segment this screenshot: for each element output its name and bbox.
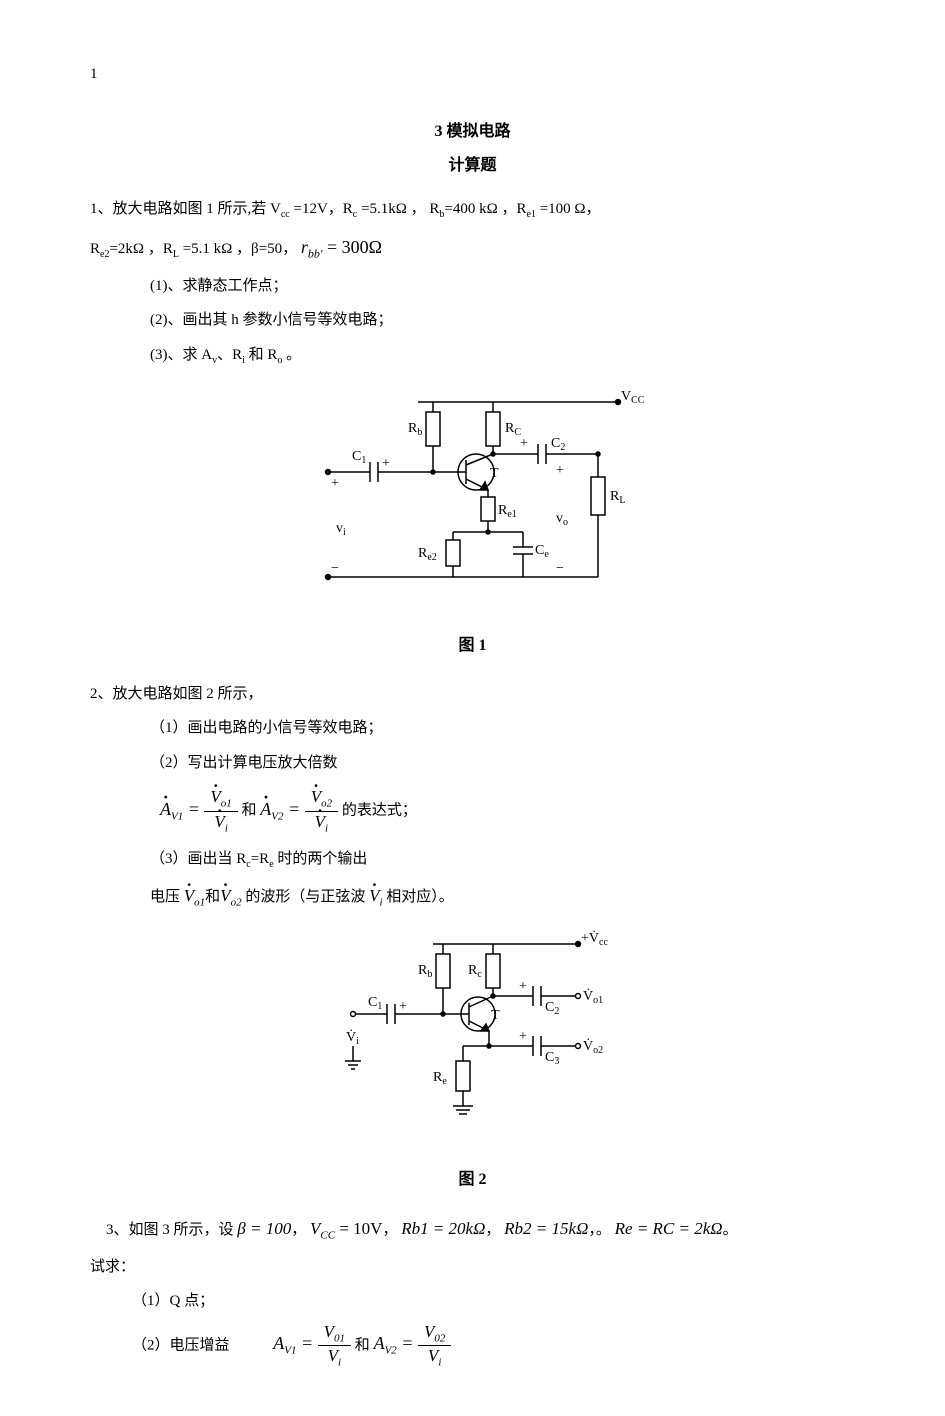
- q1-text: =12V，R: [290, 201, 353, 217]
- q2-stem: 2、放大电路如图 2 所示，: [90, 680, 855, 709]
- label-c2: C2: [551, 436, 565, 453]
- label-vo: vo: [556, 511, 568, 528]
- label-rb: Rb: [408, 421, 422, 438]
- q2-equation: AV1 = Vo1Vi 和 AV2 = Vo2Vi 的表达式；: [160, 787, 855, 835]
- label-rl: RL: [610, 489, 625, 506]
- q3-p1: （1）Q 点；: [132, 1287, 855, 1316]
- q1-text: 1、放大电路如图 1 所示,若 V: [90, 201, 281, 217]
- plus-vo: +: [556, 463, 564, 478]
- sub-vcc: cc: [281, 209, 290, 220]
- q2-p2: （2）写出计算电压放大倍数: [150, 749, 855, 778]
- label-c1-2: C1: [368, 995, 382, 1012]
- label-rc: RC: [505, 421, 521, 438]
- label-vi2: V̇i: [346, 1028, 359, 1047]
- figure-1-caption: 图 1: [90, 631, 855, 661]
- q1-text: R: [90, 241, 100, 257]
- label-vi: vi: [336, 521, 346, 538]
- minus-vi: −: [331, 561, 339, 576]
- label-c3: C3: [545, 1050, 559, 1067]
- label-re2: Re2: [418, 546, 437, 563]
- q1-line2: Re2=2kΩ ，RL =5.1 kΩ ，β=50， rbb' = 300Ω: [90, 230, 855, 265]
- label-re: Re: [433, 1070, 447, 1087]
- q2-p1: （1）画出电路的小信号等效电路；: [150, 714, 855, 743]
- figure-2: +V̇cc Rb Rc C1 + + C2 V̇o1 T + C3 V̇o2 R…: [90, 926, 855, 1196]
- q1-line1: 1、放大电路如图 1 所示,若 Vcc =12V，Rc =5.1kΩ ， Rb=…: [90, 195, 855, 224]
- q3-p2: （2）电压增益 AV1 = V01Vi 和 AV2 = V02Vi: [132, 1322, 855, 1370]
- figure-2-caption: 图 2: [90, 1165, 855, 1195]
- label-rb2: Rb: [418, 963, 432, 980]
- q1-text: =2kΩ ，R: [109, 241, 172, 257]
- plus-c2-2: +: [519, 979, 527, 994]
- label-vo1: V̇o1: [583, 987, 603, 1006]
- q1-sub2: (2)、画出其 h 参数小信号等效电路；: [150, 306, 855, 335]
- suffix-text: 的表达式；: [342, 803, 417, 819]
- q1-sub3: (3)、求 Av、Ri 和 Ro 。: [150, 341, 855, 370]
- figure-1: VCC Rb RC C1 + + C2 T Re1 Re2 Ce RL + + …: [90, 382, 855, 662]
- label-ce: Ce: [535, 543, 549, 560]
- sub-re1: e1: [527, 209, 536, 220]
- page-number: 1: [90, 60, 855, 89]
- minus-vo: −: [556, 561, 564, 576]
- label-rc2: Rc: [468, 963, 482, 980]
- q1-text: =400 kΩ ，R: [444, 201, 526, 217]
- circuit-diagram-1: VCC Rb RC C1 + + C2 T Re1 Re2 Ce RL + + …: [298, 382, 648, 617]
- q2-p3: （3）画出当 Rc=Re 时的两个输出: [150, 845, 855, 874]
- title-main: 3 模拟电路: [90, 117, 855, 147]
- q1-text: =5.1kΩ ， R: [357, 201, 439, 217]
- and-text: 和: [242, 803, 261, 819]
- title-sub: 计算题: [90, 151, 855, 181]
- q3-line2: 试求：: [90, 1253, 855, 1282]
- plus-c1-2: +: [399, 999, 407, 1014]
- label-c1: C1: [352, 449, 366, 466]
- q1-sub1: (1)、求静态工作点；: [150, 272, 855, 301]
- label-vcc2: +V̇cc: [581, 929, 608, 948]
- plus-c1: +: [382, 456, 390, 471]
- rbb-eq: rbb' = 300Ω: [301, 237, 382, 257]
- q3-line1: 3、如图 3 所示，设 β = 100， VCC = 10V， Rb1 = 20…: [106, 1213, 855, 1246]
- label-t: T: [490, 466, 499, 481]
- plus-c2: +: [520, 436, 528, 451]
- label-re1: Re1: [498, 503, 517, 520]
- q1-text: =5.1 kΩ ，β=50，: [179, 241, 297, 257]
- q1-text: =100 Ω，: [536, 201, 601, 217]
- circuit-diagram-2: +V̇cc Rb Rc C1 + + C2 V̇o1 T + C3 V̇o2 R…: [323, 926, 623, 1151]
- plus-vi: +: [331, 476, 339, 491]
- label-vcc: VCC: [621, 389, 645, 406]
- plus-c3: +: [519, 1029, 527, 1044]
- label-t2: T: [491, 1008, 500, 1023]
- q2-p4: 电压 Vo1和Vo2 的波形（与正弦波 Vi 相对应）。: [150, 880, 855, 913]
- label-c2-2: C2: [545, 1000, 559, 1017]
- label-vo2: V̇o2: [583, 1037, 603, 1056]
